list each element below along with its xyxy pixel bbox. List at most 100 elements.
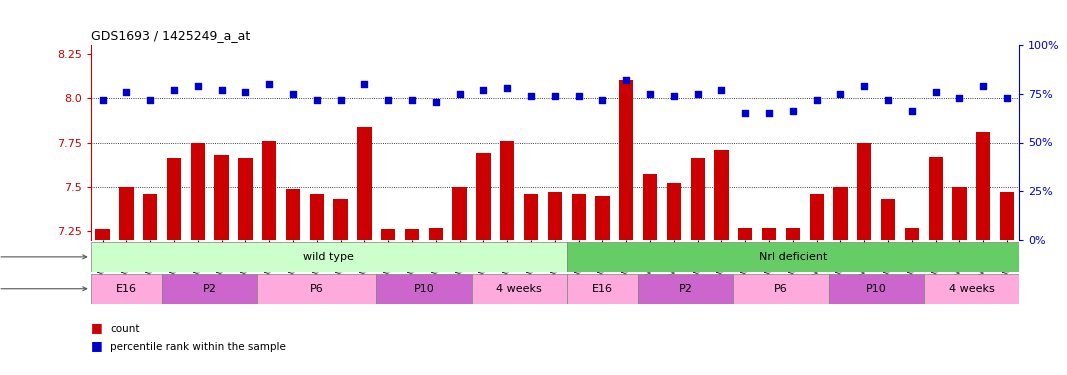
Bar bbox=[619, 81, 634, 240]
Bar bbox=[738, 228, 752, 240]
Bar bbox=[120, 187, 133, 240]
Bar bbox=[286, 189, 300, 240]
Point bbox=[403, 97, 420, 103]
Text: E16: E16 bbox=[592, 284, 612, 294]
Bar bbox=[690, 159, 705, 240]
Point bbox=[594, 97, 611, 103]
Text: ■: ■ bbox=[91, 339, 102, 352]
Point bbox=[618, 77, 635, 83]
Point bbox=[856, 83, 873, 89]
Text: genotype/variation: genotype/variation bbox=[0, 252, 86, 262]
Point bbox=[666, 93, 683, 99]
Point bbox=[999, 94, 1016, 100]
Text: 4 weeks: 4 weeks bbox=[496, 284, 542, 294]
Bar bbox=[905, 228, 919, 240]
Point bbox=[951, 94, 968, 100]
Point bbox=[117, 89, 134, 95]
Bar bbox=[524, 194, 538, 240]
Text: development stage: development stage bbox=[0, 284, 86, 294]
Bar bbox=[166, 159, 181, 240]
Point bbox=[142, 97, 159, 103]
Point bbox=[523, 93, 540, 99]
Text: P2: P2 bbox=[679, 284, 692, 294]
Point bbox=[927, 89, 944, 95]
Bar bbox=[667, 183, 681, 240]
Bar bbox=[572, 194, 586, 240]
Text: GDS1693 / 1425249_a_at: GDS1693 / 1425249_a_at bbox=[91, 30, 250, 42]
Bar bbox=[476, 153, 491, 240]
Text: E16: E16 bbox=[116, 284, 137, 294]
Point bbox=[285, 91, 302, 97]
Text: P10: P10 bbox=[414, 284, 434, 294]
Bar bbox=[238, 159, 253, 240]
Bar bbox=[762, 228, 776, 240]
Point bbox=[213, 87, 230, 93]
Bar bbox=[881, 199, 895, 240]
Text: P6: P6 bbox=[774, 284, 787, 294]
Point bbox=[237, 89, 254, 95]
Point bbox=[904, 108, 921, 114]
Bar bbox=[95, 230, 110, 240]
Point bbox=[356, 81, 373, 87]
Bar bbox=[381, 230, 396, 240]
Bar bbox=[143, 194, 157, 240]
Text: count: count bbox=[110, 324, 140, 334]
Bar bbox=[472, 274, 567, 304]
Bar bbox=[357, 126, 371, 240]
Bar bbox=[309, 194, 324, 240]
Point bbox=[308, 97, 325, 103]
Bar bbox=[257, 274, 377, 304]
Point bbox=[761, 110, 778, 116]
Text: 4 weeks: 4 weeks bbox=[949, 284, 994, 294]
Bar bbox=[595, 196, 609, 240]
Bar bbox=[547, 192, 562, 240]
Point bbox=[260, 81, 277, 87]
Bar bbox=[829, 274, 924, 304]
Point bbox=[975, 83, 992, 89]
Bar bbox=[567, 242, 1019, 272]
Bar bbox=[91, 274, 162, 304]
Bar bbox=[857, 142, 872, 240]
Text: percentile rank within the sample: percentile rank within the sample bbox=[110, 342, 286, 352]
Bar bbox=[976, 132, 990, 240]
Bar bbox=[714, 150, 729, 240]
Point bbox=[94, 97, 111, 103]
Text: Nrl deficient: Nrl deficient bbox=[759, 252, 827, 262]
Point bbox=[475, 87, 492, 93]
Point bbox=[808, 97, 825, 103]
Bar bbox=[733, 274, 829, 304]
Bar bbox=[377, 274, 472, 304]
Point bbox=[332, 97, 349, 103]
Bar bbox=[334, 199, 348, 240]
Point bbox=[570, 93, 587, 99]
Point bbox=[689, 91, 706, 97]
Bar bbox=[928, 157, 943, 240]
Bar bbox=[567, 274, 638, 304]
Bar bbox=[214, 155, 228, 240]
Bar bbox=[785, 228, 800, 240]
Bar bbox=[643, 174, 657, 240]
Bar bbox=[833, 187, 847, 240]
Text: P2: P2 bbox=[203, 284, 217, 294]
Point bbox=[427, 99, 444, 105]
Bar bbox=[924, 274, 1019, 304]
Bar bbox=[429, 228, 443, 240]
Bar bbox=[953, 187, 967, 240]
Bar bbox=[162, 274, 257, 304]
Point bbox=[546, 93, 563, 99]
Bar bbox=[262, 141, 276, 240]
Text: P10: P10 bbox=[865, 284, 887, 294]
Bar bbox=[500, 141, 514, 240]
Point bbox=[641, 91, 658, 97]
Bar bbox=[91, 242, 567, 272]
Point bbox=[165, 87, 182, 93]
Point bbox=[736, 110, 753, 116]
Point bbox=[498, 85, 515, 91]
Text: P6: P6 bbox=[309, 284, 323, 294]
Bar bbox=[452, 187, 466, 240]
Bar bbox=[1000, 192, 1015, 240]
Bar bbox=[638, 274, 733, 304]
Point bbox=[380, 97, 397, 103]
Text: wild type: wild type bbox=[303, 252, 354, 262]
Point bbox=[451, 91, 468, 97]
